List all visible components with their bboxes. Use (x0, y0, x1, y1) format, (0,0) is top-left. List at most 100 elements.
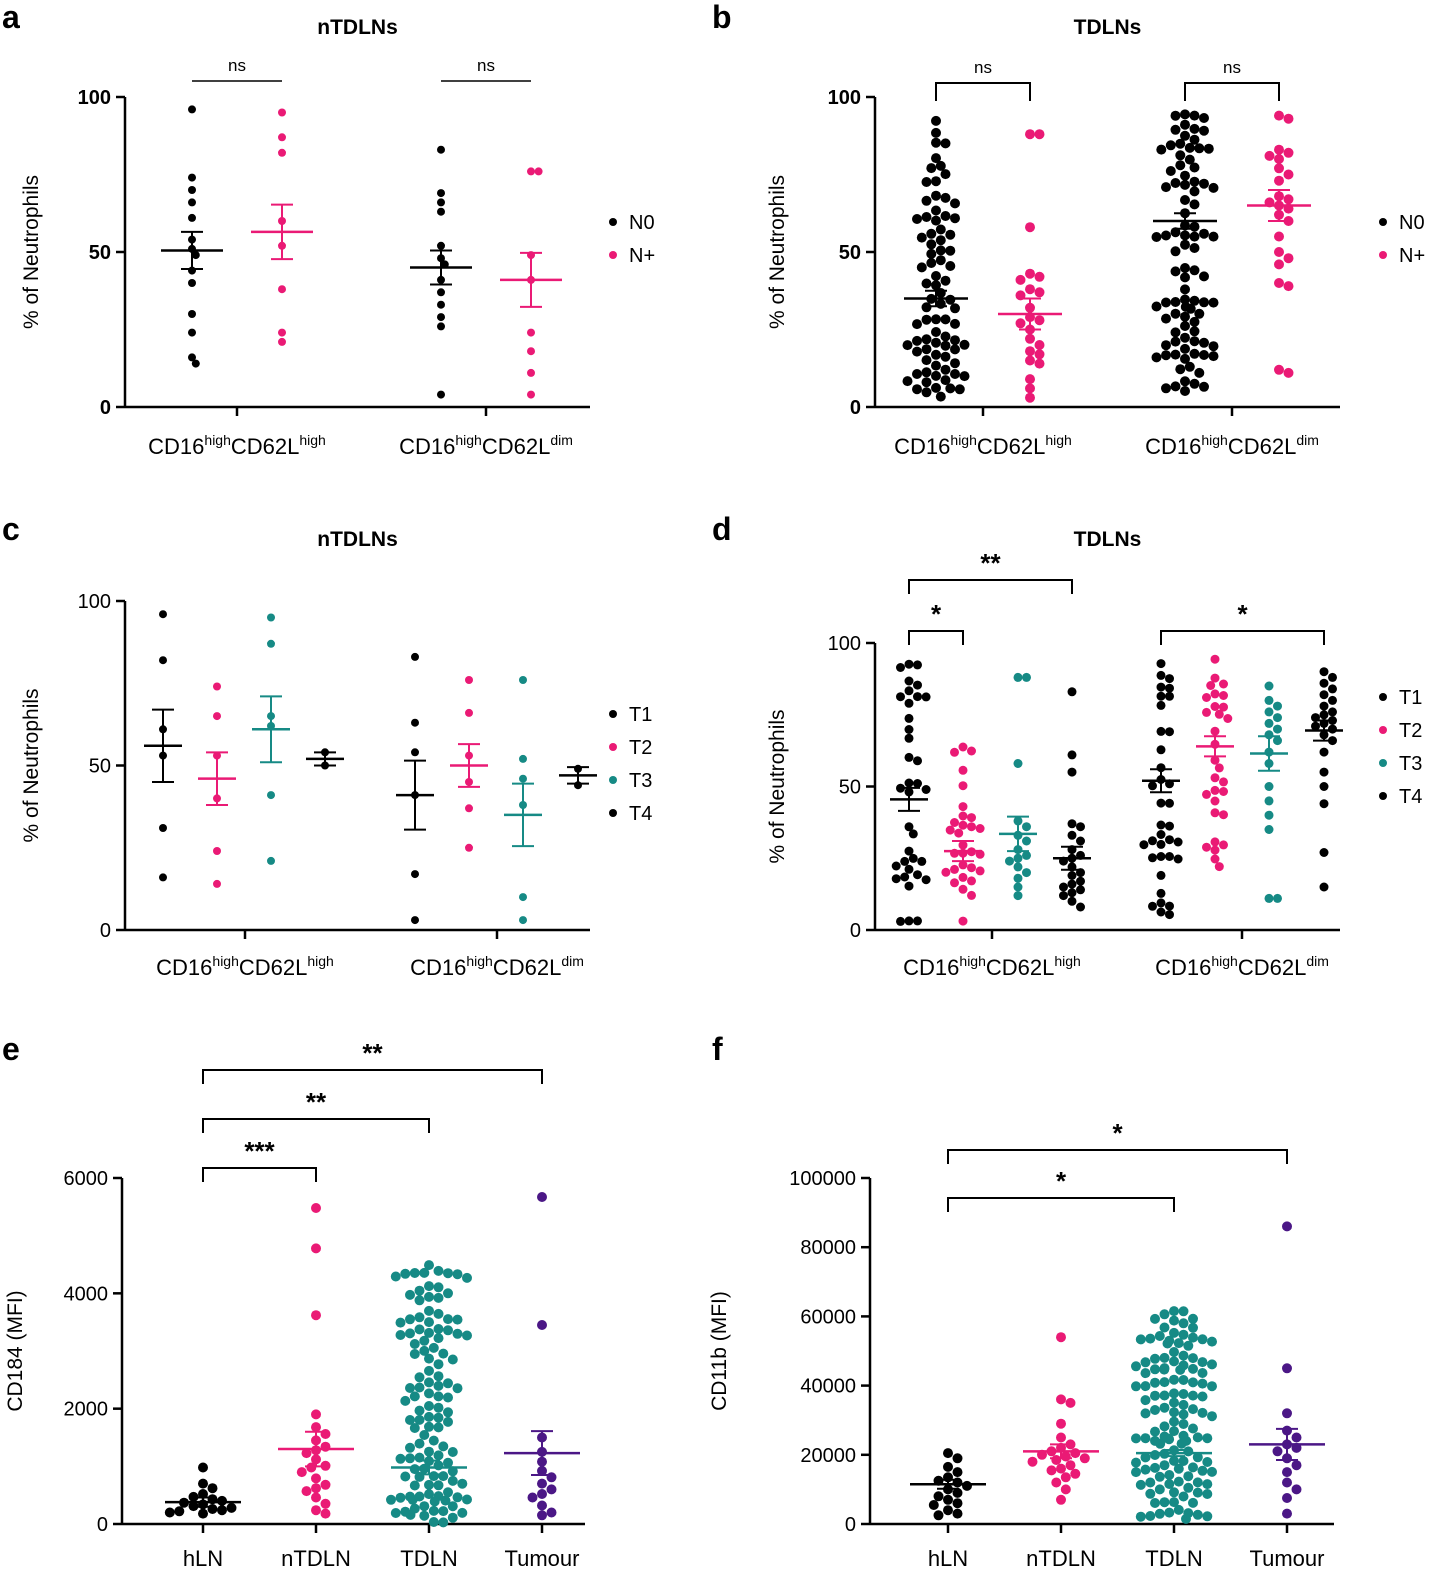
data-point-d-T1 (1165, 902, 1174, 911)
data-point-e-TDLN (438, 1441, 448, 1451)
data-point-b-N0 (941, 211, 951, 221)
data-point-e-TDLN (424, 1489, 434, 1499)
data-point-e-TDLN (415, 1324, 425, 1334)
data-point-f-TDLN (1136, 1512, 1146, 1522)
data-point-f-hLN (943, 1495, 953, 1505)
y-tick-label-d: 100 (828, 633, 861, 655)
data-point-e-TDLN (434, 1333, 444, 1343)
data-point-b-N0 (1199, 350, 1209, 360)
data-point-b-N0 (936, 245, 946, 255)
data-point-e-TDLN (424, 1306, 434, 1316)
data-point-b-N+ (1274, 176, 1284, 186)
data-point-e-TDLN (434, 1403, 444, 1413)
data-point-e-nTDLN (311, 1409, 321, 1419)
data-point-d-T1 (905, 865, 914, 874)
data-point-f-TDLN (1150, 1364, 1160, 1374)
data-point-d-T3 (1265, 811, 1274, 820)
y-tick-label-f: 100000 (789, 1168, 856, 1190)
data-point-b-N+ (1035, 129, 1045, 139)
data-point-b-N+ (1284, 368, 1294, 378)
data-point-d-T1 (1157, 840, 1166, 849)
data-point-d-T2 (1215, 862, 1224, 871)
data-point-d-T3 (1273, 713, 1282, 722)
legend-marker-b-N+ (1379, 251, 1387, 259)
data-point-f-TDLN (1207, 1411, 1217, 1421)
legend-marker-d-T4 (1379, 792, 1387, 800)
data-point-d-T1 (1157, 671, 1166, 680)
data-point-f-TDLN (1169, 1417, 1179, 1427)
data-point-d-T1 (922, 875, 931, 884)
data-point-c-T2 (213, 847, 221, 855)
data-point-a-N0 (188, 186, 196, 194)
data-point-b-N0 (931, 116, 941, 126)
data-point-d-T1 (896, 692, 905, 701)
data-point-d-T1 (892, 862, 901, 871)
x-category-label-part: dim (1306, 953, 1329, 969)
x-category-label-part: CD62L (977, 434, 1045, 459)
data-point-b-N0 (1180, 171, 1190, 181)
data-point-b-N0 (1161, 314, 1171, 324)
data-point-f-hLN (953, 1498, 963, 1508)
data-point-e-TDLN (429, 1506, 439, 1516)
data-point-f-TDLN (1150, 1450, 1160, 1460)
data-point-b-N0 (960, 340, 970, 350)
data-point-f-TDLN (1179, 1400, 1189, 1410)
x-category-label-part: high (959, 953, 985, 969)
legend-label-c-T4: T4 (629, 803, 652, 825)
data-point-f-TDLN (1198, 1408, 1208, 1418)
data-point-f-TDLN (1179, 1375, 1189, 1385)
data-point-b-N0 (1171, 178, 1181, 188)
data-point-a-N0 (188, 105, 196, 113)
y-axis-title-c: % of Neutrophils (20, 688, 43, 842)
data-point-d-T1 (1165, 910, 1174, 919)
data-point-b-N0 (950, 358, 960, 368)
data-point-d-T4 (1328, 696, 1337, 705)
data-point-e-nTDLN (311, 1483, 321, 1493)
data-point-e-Tumour (547, 1508, 557, 1518)
data-point-f-nTDLN (1028, 1457, 1038, 1467)
data-point-d-T4 (1068, 687, 1077, 696)
data-point-f-TDLN (1193, 1477, 1203, 1487)
data-point-b-N0 (931, 338, 941, 348)
data-point-b-N0 (1199, 179, 1209, 189)
x-category-label-part: dim (1296, 432, 1319, 448)
data-point-c-T1 (159, 610, 167, 618)
data-point-d-T2 (959, 873, 968, 882)
data-point-f-hLN (953, 1453, 963, 1463)
data-point-f-Tumour (1282, 1408, 1292, 1418)
data-point-f-TDLN (1160, 1460, 1170, 1470)
data-point-f-TDLN (1169, 1375, 1179, 1385)
data-point-d-T4 (1068, 871, 1077, 880)
data-point-b-N+ (1025, 383, 1035, 393)
legend-marker-c-T1 (609, 710, 617, 718)
data-point-f-TDLN (1207, 1337, 1217, 1347)
data-point-f-TDLN (1179, 1389, 1189, 1399)
data-point-d-T2 (1219, 680, 1228, 689)
data-point-e-TDLN (419, 1511, 429, 1521)
significance-bracket-e (203, 1070, 542, 1084)
data-point-c-T3 (267, 857, 275, 865)
data-point-d-T1 (1157, 898, 1166, 907)
data-point-b-N0 (960, 371, 970, 381)
data-point-c-T1 (159, 873, 167, 881)
data-point-d-T4 (1328, 725, 1337, 734)
data-point-b-N+ (1035, 287, 1045, 297)
data-point-d-T1 (905, 779, 914, 788)
data-point-e-TDLN (429, 1436, 439, 1446)
data-point-d-T4 (1320, 679, 1329, 688)
data-point-e-TDLN (434, 1266, 444, 1276)
chart-title-c: nTDLNs (317, 528, 398, 551)
data-point-e-nTDLN (306, 1463, 316, 1473)
data-point-b-N0 (941, 314, 951, 324)
data-point-b-N0 (1194, 309, 1204, 319)
data-point-b-N0 (1180, 321, 1190, 331)
data-point-d-T1 (913, 916, 922, 925)
data-point-b-N0 (1161, 340, 1171, 350)
data-point-d-T2 (1202, 693, 1211, 702)
data-point-f-TDLN (1188, 1314, 1198, 1324)
chart-title-b: TDLNs (1074, 16, 1142, 39)
data-point-e-TDLN (410, 1349, 420, 1359)
data-point-b-N0 (1152, 232, 1162, 242)
data-point-e-TDLN (443, 1393, 453, 1403)
data-point-e-TDLN (434, 1460, 444, 1470)
